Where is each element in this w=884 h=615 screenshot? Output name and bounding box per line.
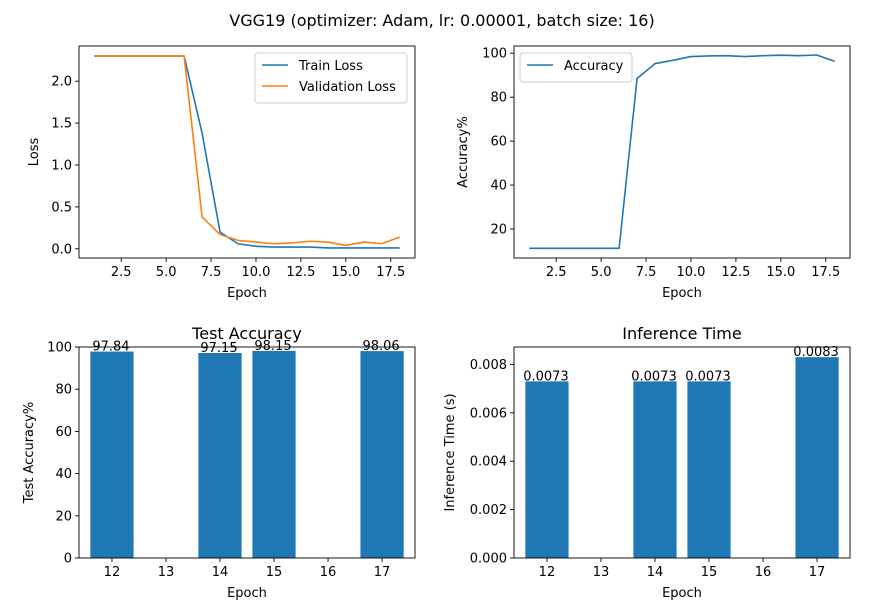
x-tick-label: 2.5 [546,265,567,280]
y-tick-label: 40 [55,467,72,482]
legend-entry: Accuracy [564,59,624,74]
bar-epoch-15 [252,350,296,558]
x-tick-label: 13 [593,565,610,580]
y-tick-label: 20 [55,509,72,524]
x-tick-label: 5.0 [591,265,612,280]
chart-title: Inference Time [622,324,741,343]
x-tick-label: 12.5 [721,265,750,280]
y-tick-label: 2.0 [51,75,72,90]
chart-3: Test Accuracy 12 13 14 15 16 17 0 20 40 60 80 100 97.… [22,324,416,601]
x-tick-label: 16 [755,565,772,580]
y-tick-label: 0.008 [470,358,507,373]
y-tick-label: 0.000 [470,552,507,567]
x-tick-label: 15 [266,565,283,580]
x-tick-label: 12.5 [286,265,315,280]
y-tick-label: 0.0 [51,242,72,257]
chart-2: 2.5 5.0 7.5 10.0 12.5 15.0 17.5 20 40 60 80 100 Epoc… [456,45,851,301]
axes-frame [78,45,416,259]
x-axis-label: Epoch [662,586,702,601]
x-tick-label: 14 [647,565,664,580]
legend: Train Loss Validation Loss [254,52,408,104]
bar-epoch-12 [525,381,569,558]
legend: Accuracy [519,52,633,83]
x-tick-label: 2.5 [111,265,132,280]
x-tick-label: 16 [320,565,337,580]
x-tick-label: 17.5 [376,265,405,280]
y-tick-label: 80 [490,91,507,106]
x-tick-label: 17 [374,565,391,580]
data-label: 97.15 [200,341,237,356]
x-tick-label: 7.5 [636,265,657,280]
y-tick-label: 60 [490,135,507,150]
data-label: 0.0073 [631,369,677,384]
y-tick-label: 40 [490,179,507,194]
y-tick-label: 1.0 [51,158,72,173]
bar-epoch-17 [795,357,839,558]
legend-entry: Train Loss [298,59,363,74]
figure-title: VGG19 (optimizer: Adam, lr: 0.00001, bat… [229,11,654,30]
x-tick-label: 10.0 [242,265,271,280]
x-tick-label: 7.5 [201,265,222,280]
x-tick-label: 14 [212,565,229,580]
y-tick-label: 0.006 [470,406,507,421]
x-tick-label: 17 [809,565,826,580]
axes-frame [513,346,851,559]
x-tick-label: 13 [158,565,175,580]
x-tick-label: 10.0 [677,265,706,280]
y-tick-label: 0.5 [51,200,72,215]
y-tick-label: 20 [490,223,507,238]
bar-epoch-14 [633,381,677,558]
bar-epoch-17 [360,351,404,558]
data-label: 98.15 [254,339,291,354]
y-axis-label: Inference Time (s) [443,393,458,511]
x-axis-label: Epoch [227,586,267,601]
bar-epoch-12 [90,351,134,558]
x-tick-label: 12 [539,565,556,580]
data-label: 0.0073 [685,369,731,384]
y-tick-label: 80 [55,383,72,398]
y-tick-label: 60 [55,425,72,440]
data-label: 97.84 [92,340,129,355]
bar-epoch-15 [687,381,731,558]
series-line-validation-loss [94,55,401,247]
y-axis-label: Test Accuracy% [22,402,37,504]
data-label: 0.0073 [523,369,569,384]
y-tick-label: 1.5 [51,117,72,132]
legend-box [519,52,633,83]
x-tick-label: 17.5 [811,265,840,280]
data-label: 0.0083 [793,345,839,360]
y-axis-label: Accuracy% [456,116,471,188]
axes-frame [78,346,416,559]
x-axis-label: Epoch [662,286,702,301]
y-tick-label: 0 [64,552,72,567]
legend-entry: Validation Loss [299,80,396,95]
axes-frame [513,45,851,259]
x-tick-label: 15 [701,565,718,580]
y-tick-label: 0.004 [470,455,507,470]
y-tick-label: 100 [482,47,507,62]
legend-box [254,52,408,104]
x-axis-label: Epoch [227,286,267,301]
chart-4: Inference Time 12 13 14 15 16 17 0.000 0.002 0.00… [443,324,851,601]
chart-title: Test Accuracy [191,324,302,343]
bar-epoch-14 [198,353,242,558]
y-axis-label: Loss [27,138,42,167]
x-tick-label: 12 [104,565,121,580]
x-tick-label: 15.0 [331,265,360,280]
data-label: 98.06 [362,339,399,354]
y-tick-label: 0.002 [470,503,507,518]
x-tick-label: 15.0 [766,265,795,280]
x-tick-label: 5.0 [156,265,177,280]
series-line-accuracy [529,54,835,250]
chart-1: 2.5 5.0 7.5 10.0 12.5 15.0 17.5 0.0 0.5 1.0 1.5 2.0… [27,45,416,301]
y-tick-label: 100 [47,341,72,356]
